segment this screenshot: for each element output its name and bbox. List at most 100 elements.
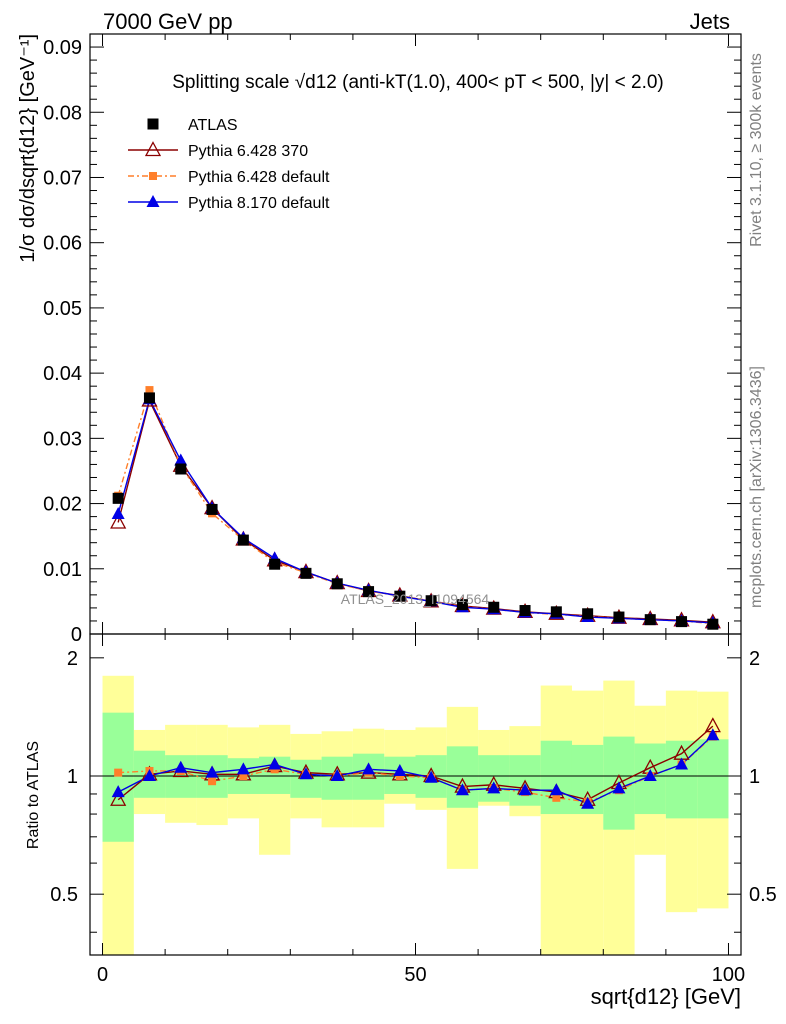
plot-title: Splitting scale √d12 (anti-kT(1.0), 400<… — [172, 72, 664, 93]
data-point — [269, 558, 281, 570]
data-point — [394, 590, 406, 602]
data-point — [488, 601, 500, 613]
y-tick-label: 0.02 — [43, 494, 82, 516]
mcplots-reference-label: mcplots.cern.ch [arXiv:1306.3436] — [748, 366, 765, 608]
legend-item: ATLAS — [147, 117, 238, 134]
ratio-series-line — [117, 734, 714, 805]
data-point — [519, 605, 531, 617]
data-point — [425, 595, 437, 607]
ratio-data-point — [236, 762, 250, 775]
data-point — [550, 606, 562, 618]
ratio-data-point — [552, 793, 561, 802]
analysis-watermark: ATLAS_2013_I1094564 — [341, 591, 490, 607]
ratio-plot-series — [110, 717, 721, 809]
ratio-data-point — [205, 765, 219, 778]
ratio-data-point — [393, 763, 407, 776]
y-tick-label: 0.05 — [43, 298, 82, 320]
main-plot-series — [110, 386, 721, 630]
ratio-data-point — [424, 770, 438, 783]
data-point — [110, 513, 127, 529]
data-point — [237, 534, 249, 546]
ratio-band-green — [697, 739, 729, 819]
rivet-version-label: Rivet 3.1.10, ≥ 300k events — [748, 53, 765, 247]
data-point — [331, 578, 343, 590]
ratio-data-point — [362, 762, 376, 775]
ratio-data-point — [111, 785, 125, 798]
ratio-data-point — [487, 781, 501, 794]
ratio-band-green — [102, 712, 134, 842]
x-tick-label: 0 — [97, 964, 108, 986]
ratio-band-green — [540, 740, 572, 815]
ratio-data-point — [518, 783, 532, 796]
y-tick-label: 0.08 — [43, 102, 82, 124]
header-right-text: Jets — [690, 9, 730, 34]
header-left-text: 7000 GeV pp — [103, 9, 233, 34]
ratio-data-point — [643, 769, 657, 782]
legend-marker — [146, 195, 160, 207]
ratio-data-point — [455, 783, 469, 796]
data-point — [456, 599, 468, 611]
legend-label: ATLAS — [188, 117, 238, 134]
legend-label: Pythia 6.428 370 — [188, 143, 308, 160]
ratio-band-green — [352, 753, 385, 800]
ratio-data-point — [174, 760, 188, 773]
ratio-data-point — [706, 728, 720, 741]
legend-marker — [149, 172, 157, 180]
main-plot-frame: 0 0.01 0.02 0.03 0.04 0.05 0.06 0.07 0.08 0.091/σ… — [17, 33, 742, 646]
y-tick-label: 0.04 — [43, 363, 82, 385]
ratio-data-point — [268, 757, 282, 770]
data-point — [111, 507, 125, 519]
ratio-band-green — [665, 740, 698, 819]
y-tick-label: 0.09 — [43, 37, 82, 59]
legend-marker — [144, 141, 162, 157]
legend: ATLAS Pythia 6.428 370 Pythia 6.428 defaul… — [128, 117, 330, 212]
ratio-data-point — [114, 768, 123, 777]
ratio-data-point — [395, 772, 404, 781]
data-point — [613, 611, 625, 623]
ratio-data-point — [142, 769, 156, 782]
x-axis-title: sqrt{d12} [GeV] — [591, 984, 741, 1009]
legend-label: Pythia 8.170 default — [188, 195, 330, 212]
ratio-y-tick-label-right: 0.5 — [749, 884, 777, 906]
data-point — [300, 567, 312, 579]
legend-label: Pythia 6.428 default — [188, 169, 330, 186]
ratio-data-point — [239, 772, 248, 781]
ratio-data-point — [330, 769, 344, 782]
ratio-plot-frame: 0 50 100 0.5 0.5 1 1 2 2 Ratio to ATLAS sqrt{d12} … — [25, 633, 777, 1009]
data-point — [206, 503, 218, 515]
legend-marker — [147, 118, 159, 130]
ratio-data-point — [612, 781, 626, 794]
data-point — [145, 386, 154, 395]
y-tick-label: 0.01 — [43, 559, 82, 581]
ratio-y-tick-label: 1 — [67, 766, 78, 788]
ratio-data-point — [208, 777, 217, 786]
data-point — [175, 463, 187, 475]
ratio-y-tick-label: 0.5 — [50, 884, 78, 906]
ratio-data-point — [299, 767, 313, 780]
y-tick-label: 0 — [71, 624, 82, 646]
ratio-uncertainty-bands — [102, 675, 729, 955]
y-axis-title: 1/σ dσ/dsqrt{d12} [GeV⁻¹] — [17, 34, 39, 263]
data-point — [143, 392, 155, 404]
ratio-y-tick-label: 2 — [67, 648, 78, 670]
ratio-y-tick-label-right: 2 — [749, 648, 760, 670]
ratio-band-green — [446, 746, 479, 808]
data-point — [644, 614, 656, 626]
data-point — [363, 586, 375, 598]
legend-item: Pythia 6.428 370 — [128, 141, 308, 160]
plot-title-text: Splitting scale √d12 (anti-kT(1.0), 400<… — [172, 72, 664, 93]
data-point — [582, 608, 594, 620]
ratio-band-yellow — [540, 685, 572, 955]
data-point — [112, 492, 124, 504]
ratio-data-point — [675, 757, 689, 770]
x-tick-label: 50 — [404, 964, 426, 986]
legend-item: Pythia 6.428 default — [128, 169, 330, 186]
data-point — [174, 453, 188, 466]
ratio-data-point — [110, 790, 127, 806]
x-tick-label: 100 — [712, 964, 745, 986]
ratio-y-tick-label-right: 1 — [749, 766, 760, 788]
legend-item: Pythia 8.170 default — [128, 195, 330, 212]
ratio-band-yellow — [571, 690, 604, 955]
data-point — [707, 618, 719, 630]
ratio-data-point — [549, 783, 563, 796]
